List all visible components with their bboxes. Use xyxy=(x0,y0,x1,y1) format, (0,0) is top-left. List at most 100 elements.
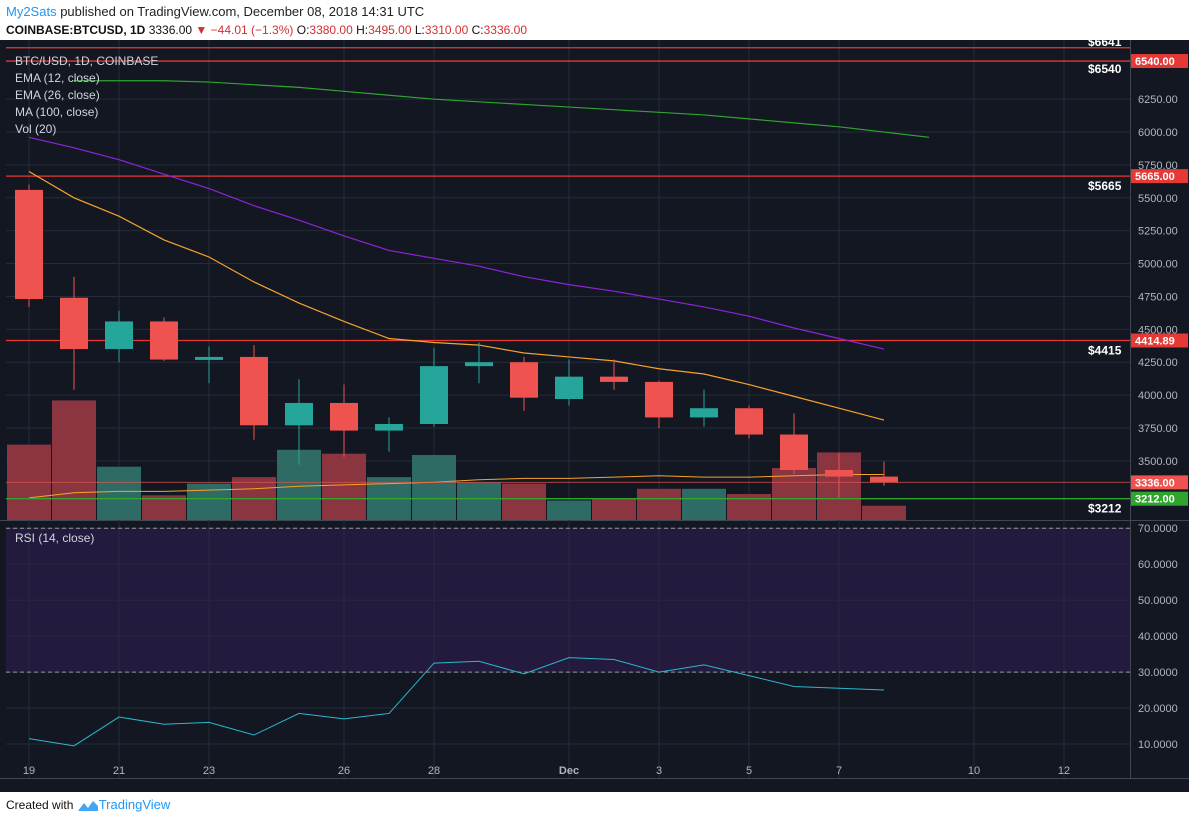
time-tick-label: Dec xyxy=(559,765,579,777)
ma100-line xyxy=(74,80,930,138)
candle-body[interactable] xyxy=(870,476,898,483)
legend-entry: EMA (26, close) xyxy=(15,88,100,102)
publish-info: My2Sats published on TradingView.com, De… xyxy=(6,4,424,19)
close-value: 3336.00 xyxy=(483,23,528,37)
time-tick-label: 10 xyxy=(968,765,980,777)
level-label: $6540 xyxy=(1088,62,1122,76)
time-tick-label: 7 xyxy=(836,765,842,777)
volume-bar xyxy=(592,499,636,520)
tradingview-brand[interactable]: TradingView xyxy=(98,797,171,812)
candle-body[interactable] xyxy=(420,366,448,424)
rsi-legend: RSI (14, close) xyxy=(15,531,94,545)
price-tick-label: 5250.00 xyxy=(1138,226,1178,238)
price-tick-label: 4750.00 xyxy=(1138,291,1178,303)
down-arrow-icon: ▼ xyxy=(195,23,208,37)
price-axis-background xyxy=(1130,40,1189,792)
price-tag-label: 4414.89 xyxy=(1135,335,1175,347)
candle-body[interactable] xyxy=(465,362,493,367)
high-value: 3495.00 xyxy=(368,23,412,37)
candle-body[interactable] xyxy=(825,470,853,477)
candle-body[interactable] xyxy=(375,424,403,431)
price-tag-label: 3212.00 xyxy=(1135,494,1175,506)
volume-bar xyxy=(457,482,501,520)
level-label: $4415 xyxy=(1088,343,1122,357)
time-tick-label: 26 xyxy=(338,765,350,777)
level-label: $5665 xyxy=(1088,179,1122,193)
price-tag xyxy=(1131,475,1188,490)
candle-body[interactable] xyxy=(555,376,583,400)
candle-body[interactable] xyxy=(690,408,718,418)
time-tick-label: 23 xyxy=(203,765,215,777)
price-tag xyxy=(1131,169,1188,184)
level-label: $6641 xyxy=(1088,40,1122,49)
candle-body[interactable] xyxy=(330,402,358,431)
volume-bar xyxy=(502,483,546,520)
candle-body[interactable] xyxy=(510,362,538,398)
chart-background xyxy=(0,40,1189,792)
candle-body[interactable] xyxy=(195,356,223,360)
volume-bar xyxy=(412,455,456,520)
ema12-line xyxy=(28,170,885,421)
volume-ma-line xyxy=(28,474,884,499)
candle-body[interactable] xyxy=(150,321,178,360)
ema26-line xyxy=(28,136,885,350)
candle-body[interactable] xyxy=(735,408,763,435)
price-tag xyxy=(1131,491,1188,506)
volume-bar xyxy=(142,495,186,520)
price-tick-label: 6250.00 xyxy=(1138,94,1178,106)
footer: Created with TradingView xyxy=(6,797,170,813)
price-tick-label: 5750.00 xyxy=(1138,160,1178,172)
rsi-tick-label: 10.0000 xyxy=(1138,739,1178,751)
created-with-text: Created with xyxy=(6,798,74,812)
volume-bar xyxy=(52,400,96,520)
rsi-tick-label: 30.0000 xyxy=(1138,667,1178,679)
chart-canvas[interactable]: 6250.00 6000.00 5750.00 5500.00 5250.00 5000.… xyxy=(0,40,1189,792)
candle-body[interactable] xyxy=(600,376,628,382)
ohlc-summary: COINBASE:BTCUSD, 1D 3336.00 ▼ −44.01 (−1… xyxy=(6,23,528,37)
legend-entry: EMA (12, close) xyxy=(15,71,100,85)
volume-bar xyxy=(637,488,681,520)
legend-entry: BTC/USD, 1D, COINBASE xyxy=(15,54,158,68)
price-tag-label: 5665.00 xyxy=(1135,171,1175,183)
price-tick-label: 4000.00 xyxy=(1138,390,1178,402)
price-tick-label: 4250.00 xyxy=(1138,357,1178,369)
price-tag xyxy=(1131,333,1188,348)
candle-body[interactable] xyxy=(240,356,268,426)
price-change: −44.01 (−1.3%) xyxy=(210,23,294,37)
volume-bar xyxy=(322,453,366,520)
volume-bar xyxy=(187,483,231,520)
price-tag xyxy=(1131,54,1188,69)
time-tick-label: 12 xyxy=(1058,765,1070,777)
author-link[interactable]: My2Sats xyxy=(6,4,57,19)
candle-body[interactable] xyxy=(780,434,808,471)
rsi-line xyxy=(28,657,885,747)
candle-body[interactable] xyxy=(60,297,88,350)
rsi-tick-label: 70.0000 xyxy=(1138,523,1178,535)
time-tick-label: 28 xyxy=(428,765,440,777)
price-tick-label: 4500.00 xyxy=(1138,324,1178,336)
price-tag-label: 6540.00 xyxy=(1135,56,1175,68)
candle-body[interactable] xyxy=(645,381,673,418)
price-tag-label: 3336.00 xyxy=(1135,477,1175,489)
volume-bar xyxy=(682,488,726,520)
price-tick-label: 5500.00 xyxy=(1138,193,1178,205)
time-tick-label: 21 xyxy=(113,765,125,777)
candle-body[interactable] xyxy=(285,402,313,426)
legend-entry: MA (100, close) xyxy=(15,105,98,119)
candle-body[interactable] xyxy=(105,321,133,350)
last-price: 3336.00 xyxy=(148,23,193,37)
open-value: 3380.00 xyxy=(309,23,353,37)
level-label: $3212 xyxy=(1088,502,1122,516)
price-tick-label: 3500.00 xyxy=(1138,456,1178,468)
candle-body[interactable] xyxy=(15,189,43,300)
volume-bar xyxy=(862,505,906,520)
time-tick-label: 5 xyxy=(746,765,752,777)
rsi-tick-label: 40.0000 xyxy=(1138,631,1178,643)
price-tick-label: 5000.00 xyxy=(1138,259,1178,271)
time-tick-label: 3 xyxy=(656,765,662,777)
rsi-tick-label: 60.0000 xyxy=(1138,559,1178,571)
volume-bar xyxy=(727,494,771,520)
publish-text: published on TradingView.com, December 0… xyxy=(56,4,425,19)
volume-bar xyxy=(97,466,141,520)
volume-bar xyxy=(547,500,591,520)
